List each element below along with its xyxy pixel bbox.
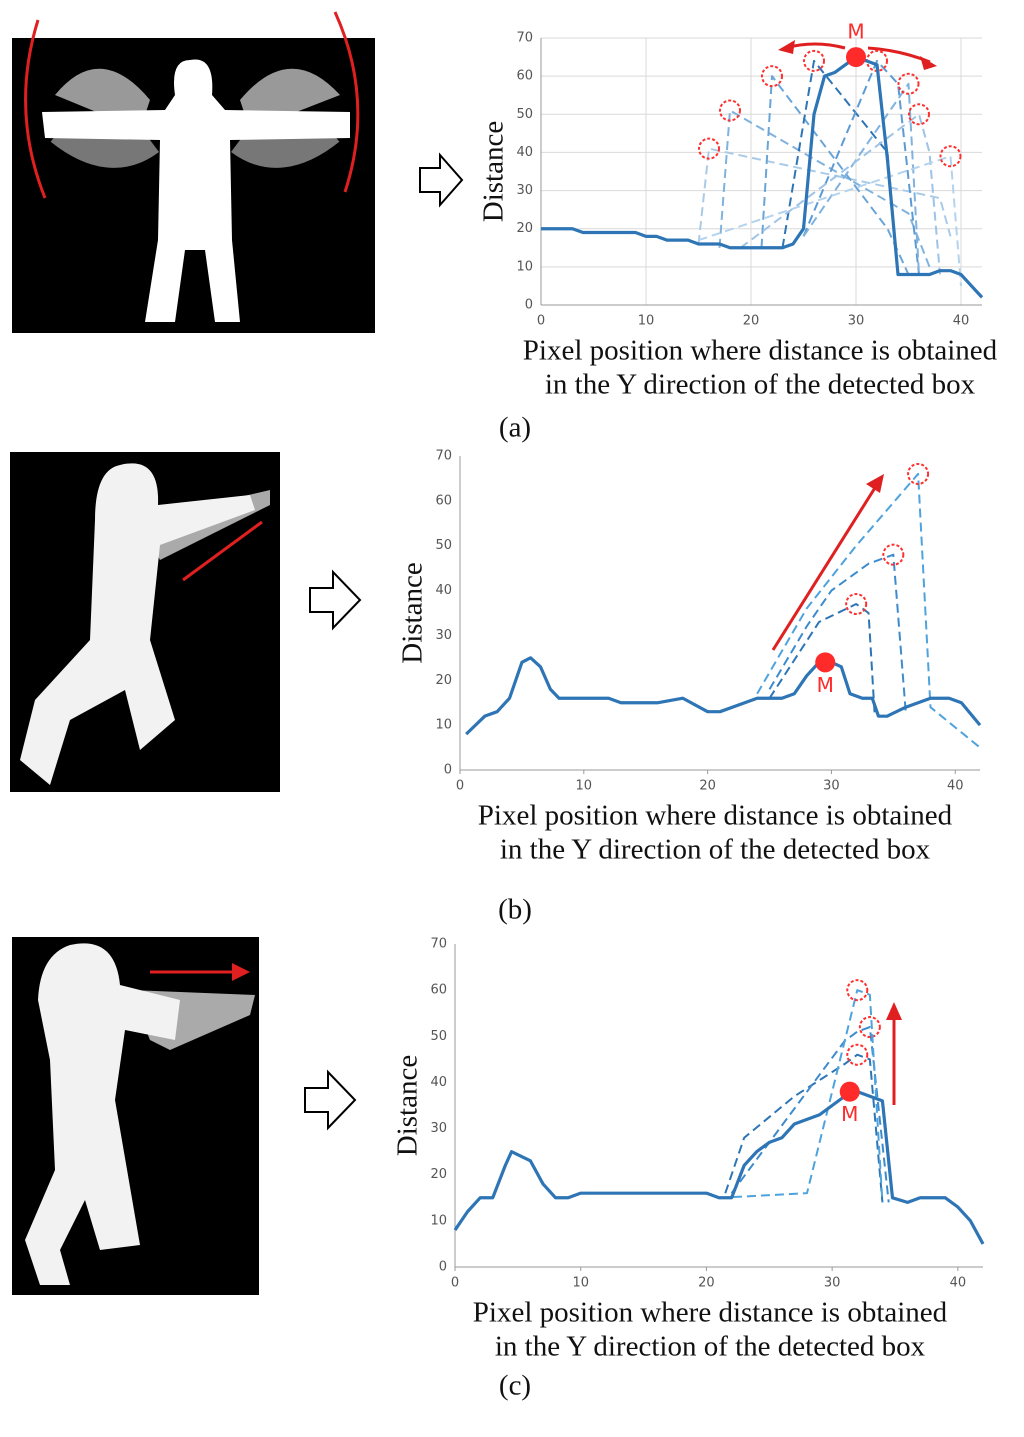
y-tick-label: 20: [516, 221, 533, 236]
dashed-line: [698, 155, 962, 287]
y-tick-label: 0: [439, 1260, 447, 1275]
arrow-c: [304, 1069, 357, 1131]
y-tick-label: 60: [435, 493, 452, 508]
dashed-line: [697, 147, 952, 245]
trend-arrow-b: [771, 482, 880, 651]
peak-circle: [719, 99, 741, 122]
caption: (c): [499, 1370, 531, 1402]
y-tick-label: 0: [444, 763, 452, 778]
x-axis-label: in the Y direction of the detected box: [500, 834, 931, 866]
peak-circle: [845, 593, 868, 616]
arrow-a: [419, 152, 464, 208]
line: [453, 1090, 985, 1245]
peak-circle: [882, 543, 905, 566]
y-tick-label: 30: [435, 628, 452, 643]
y-axis-label: Distance: [478, 121, 510, 222]
x-tick-label: 30: [824, 1276, 841, 1291]
caption: (b): [498, 894, 532, 926]
trend-arrow-head-c: [886, 1002, 902, 1020]
y-tick-label: 10: [435, 718, 452, 733]
x-tick-label: 10: [572, 1276, 589, 1291]
rotation-arrow-heads-a: [778, 40, 937, 70]
dashed-line: [724, 1053, 884, 1203]
dashed-line: [718, 989, 884, 1203]
y-tick-label: 40: [516, 145, 533, 160]
x-tick-label: 0: [537, 314, 545, 329]
peak-circle: [897, 72, 920, 95]
y-tick-label: 60: [516, 69, 533, 84]
highlight-point: [839, 1081, 860, 1102]
y-tick-label: 70: [516, 31, 533, 46]
x-axis-label: in the Y direction of the detected box: [545, 369, 976, 401]
dashed-line: [756, 472, 981, 749]
x-axis-label: Pixel position where distance is obtaine…: [478, 800, 953, 832]
x-tick-label: 40: [950, 1276, 967, 1291]
peak-circle: [698, 137, 720, 160]
dashed-line: [730, 1026, 890, 1203]
x-tick-label: 20: [743, 314, 760, 329]
x-tick-label: 30: [823, 779, 840, 794]
y-axis-label: Distance: [392, 1055, 424, 1156]
y-tick-label: 60: [430, 983, 447, 998]
silhouette-c: [12, 937, 259, 1295]
dashed-line: [802, 82, 920, 275]
arrow-b: [309, 569, 362, 631]
y-tick-label: 10: [516, 259, 533, 274]
y-tick-label: 0: [525, 298, 533, 313]
highlight-label: M: [841, 1102, 858, 1126]
y-tick-label: 50: [516, 107, 533, 122]
x-tick-label: 10: [638, 314, 655, 329]
peak-circle: [803, 49, 825, 72]
x-tick-label: 0: [456, 779, 464, 794]
y-tick-label: 40: [435, 583, 452, 598]
peak-circle: [846, 1043, 869, 1066]
peak-circle: [858, 1016, 881, 1039]
y-tick-label: 50: [435, 538, 452, 553]
x-tick-label: 20: [699, 779, 716, 794]
y-tick-label: 20: [430, 1167, 447, 1182]
y-tick-label: 10: [430, 1213, 447, 1228]
peak-circle: [846, 979, 869, 1002]
dashed-line: [768, 603, 876, 717]
x-axis-label: in the Y direction of the detected box: [495, 1331, 926, 1363]
x-tick-label: 10: [576, 779, 593, 794]
y-tick-label: 30: [516, 183, 533, 198]
highlight-point: [815, 652, 836, 673]
highlight-point: [846, 47, 866, 68]
y-tick-label: 30: [430, 1121, 447, 1136]
y-tick-label: 40: [430, 1075, 447, 1090]
x-tick-label: 40: [947, 779, 964, 794]
x-axis-label: Pixel position where distance is obtaine…: [473, 1297, 948, 1329]
dashed-line: [760, 75, 910, 275]
peak-circle: [907, 462, 930, 485]
y-tick-label: 70: [430, 937, 447, 952]
line: [465, 656, 982, 736]
dashed-line: [718, 109, 931, 268]
x-tick-label: 0: [451, 1276, 459, 1291]
peak-circle: [939, 145, 962, 168]
trend-arrow-head-b: [866, 474, 884, 493]
y-tick-label: 70: [435, 449, 452, 464]
peak-circle: [908, 103, 930, 126]
y-tick-label: 20: [435, 673, 452, 688]
highlight-label: M: [847, 20, 864, 44]
peak-circle: [761, 65, 783, 88]
silhouette-b: [10, 452, 280, 792]
silhouette-a: [12, 11, 375, 333]
caption: (a): [499, 412, 531, 444]
x-tick-label: 20: [698, 1276, 715, 1291]
highlight-label: M: [817, 673, 834, 697]
x-tick-label: 30: [848, 314, 865, 329]
x-tick-label: 40: [953, 314, 970, 329]
y-axis-label: Distance: [397, 562, 429, 663]
dashed-line: [768, 553, 907, 712]
y-tick-label: 50: [430, 1029, 447, 1044]
line: [541, 55, 984, 299]
dashed-line: [739, 113, 941, 275]
x-axis-label: Pixel position where distance is obtaine…: [523, 335, 998, 367]
